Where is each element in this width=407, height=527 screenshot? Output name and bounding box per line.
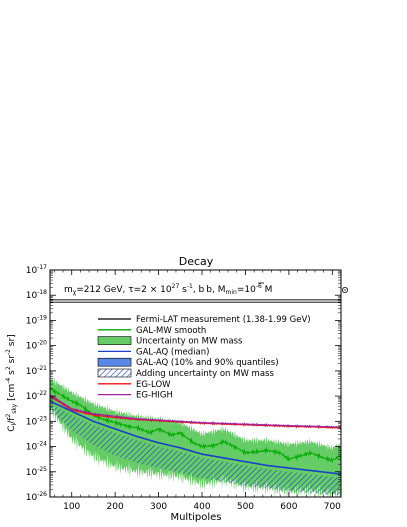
x-tick-label: 200 (107, 502, 124, 512)
x-tick-label: 300 (150, 502, 167, 512)
axis-ticks: 100 200 300 400 500 600 700 10-26 10-25 10-24 10-2… (26, 264, 342, 512)
x-axis-label: Multipoles (170, 512, 221, 523)
legend-label: GAL-AQ (median) (136, 347, 209, 357)
y-tick-label: 10-26 (26, 491, 47, 503)
sun-symbol-dot (344, 289, 346, 291)
legend: Fermi-LAT measurement (1.38-1.99 GeV)GAL… (97, 315, 311, 401)
x-tick-label: 600 (280, 502, 297, 512)
y-axis-label: Cl/f2sky [cm-4 s2 sr-2 sr] (5, 334, 18, 431)
y-tick-label: 10-25 (26, 466, 47, 478)
legend-swatch-hatch (97, 368, 132, 378)
plot-frame (49, 269, 342, 498)
y-tick-label: 10-18 (26, 289, 47, 301)
eg-low-line (50, 395, 341, 430)
x-tick-label: 100 (63, 502, 80, 512)
x-tick-label: 500 (237, 502, 254, 512)
series-layer (50, 299, 341, 497)
legend-label: Adding uncertainty on MW mass (136, 369, 274, 379)
aq-hatched-band (50, 403, 341, 496)
sun-symbol-icon (341, 286, 348, 293)
y-tick-label: 10-17 (26, 264, 47, 276)
legend-label: Fermi-LAT measurement (1.38-1.99 GeV) (136, 315, 311, 325)
y-tick-label: 10-22 (26, 390, 47, 402)
x-tick-label: 400 (193, 502, 210, 512)
legend-swatch-box (97, 357, 132, 367)
chart-title: Decay (179, 255, 214, 268)
gal-mw-smooth-line (50, 387, 341, 464)
y-tick-label: 10-20 (26, 340, 47, 352)
y-tick-label: 10-23 (26, 415, 47, 427)
y-tick-label: 10-24 (26, 441, 47, 453)
legend-label: GAL-AQ (10% and 90% quantiles) (136, 358, 279, 368)
legend-swatch-box (97, 336, 132, 345)
eg-high-line (50, 394, 341, 429)
mw-uncertainty-band (50, 376, 341, 497)
legend-label: EG-LOW (136, 380, 171, 390)
legend-label: Uncertainty on MW mass (136, 337, 243, 347)
gal-aq-median-line (50, 400, 341, 475)
fermi-band (50, 299, 341, 303)
annotation: mχ=212 GeV, τ=2 × 1027 s-1, b b, Mmin=10-… (64, 283, 272, 296)
y-tick-label: 10-21 (26, 365, 47, 377)
legend-label: GAL-MW smooth (136, 326, 206, 336)
x-tick-label: 700 (324, 502, 341, 512)
legend-label: EG-HIGH (136, 391, 173, 401)
y-tick-label: 10-19 (26, 314, 47, 326)
